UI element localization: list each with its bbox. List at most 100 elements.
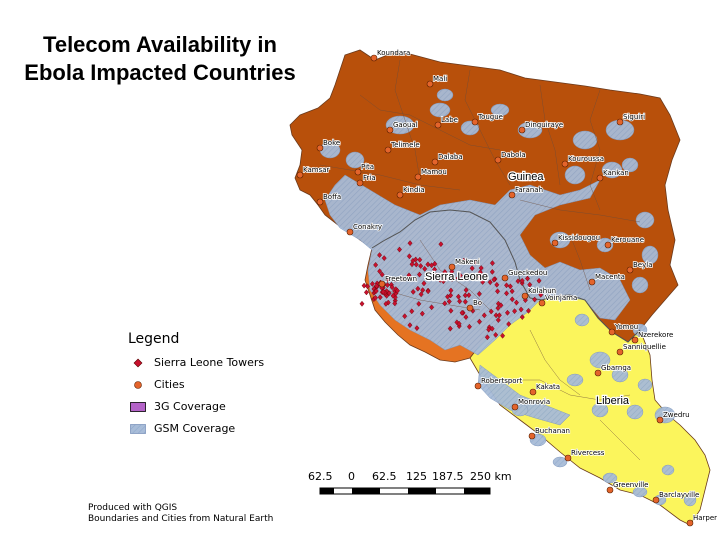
legend-heading: Legend — [128, 331, 180, 347]
tower-marker — [380, 288, 386, 295]
city-dot — [494, 156, 502, 164]
city-marker: Barclayville — [652, 490, 700, 504]
city-dot — [656, 416, 664, 424]
tower-marker — [422, 265, 428, 272]
city-label: Monrovia — [518, 398, 550, 406]
scale-bar — [319, 487, 491, 495]
tower-marker — [525, 275, 530, 282]
legend-item-label: 3G Coverage — [154, 400, 226, 413]
city-label: Kankan — [603, 169, 629, 177]
map-title-line-2: Ebola Impacted Countries — [24, 60, 296, 85]
city-marker: Fria — [356, 173, 376, 187]
tower-marker — [399, 275, 405, 282]
city-label: Kamsar — [303, 166, 330, 174]
tower-marker — [432, 266, 438, 273]
city-label: Kindia — [403, 186, 425, 194]
tower-marker — [477, 269, 483, 276]
tower-marker — [489, 325, 495, 332]
tower-marker — [487, 279, 493, 286]
tower-marker — [462, 298, 468, 305]
tower-marker — [373, 262, 379, 268]
legend-item-gsm: GSM Coverage — [128, 421, 264, 443]
city-dot — [354, 168, 362, 176]
city-label: Kakata — [536, 383, 560, 391]
city-marker: Freetown — [378, 274, 418, 288]
tower-marker — [505, 309, 510, 316]
tower-marker — [415, 285, 421, 292]
city-marker: Kamsar — [296, 165, 330, 179]
city-label: Kissidougou — [558, 234, 600, 242]
city-marker: Siguiri — [616, 112, 646, 126]
city-label: Gueckedou — [508, 269, 547, 277]
city-marker: Mali — [426, 74, 448, 88]
city-dot — [511, 403, 519, 411]
legend-item-label: Sierra Leone Towers — [154, 356, 265, 369]
tower-marker — [442, 300, 448, 307]
tower-marker — [495, 288, 501, 295]
city-marker: Kerouane — [604, 235, 645, 249]
tower-marker — [413, 256, 419, 263]
city-label: Mamou — [421, 168, 447, 176]
city-label: Boke — [323, 139, 340, 147]
city-dot — [686, 519, 694, 527]
city-label: Kerouane — [611, 236, 644, 244]
tower-marker — [417, 271, 422, 278]
tower-marker — [441, 276, 447, 283]
city-label: Dabola — [501, 151, 526, 159]
tower-marker — [438, 241, 444, 248]
city-dot — [606, 486, 614, 494]
scale-label: 62.5 — [372, 470, 397, 483]
tower-marker — [477, 300, 483, 307]
tower-marker — [409, 308, 415, 315]
city-dot — [616, 118, 624, 126]
city-marker: Harper — [686, 513, 718, 527]
city-marker: Makeni — [448, 257, 481, 271]
city-dot — [316, 198, 324, 206]
city-dot — [316, 144, 324, 152]
tower-marker — [413, 261, 419, 268]
tower-marker — [493, 332, 499, 338]
tower-marker — [402, 313, 408, 320]
city-dot — [538, 299, 546, 307]
legend-item-towers: Sierra Leone Towers — [128, 355, 264, 377]
tower-marker — [455, 293, 461, 300]
tower-marker — [448, 292, 454, 299]
city-marker: Gueckedou — [501, 268, 548, 282]
tower-marker — [447, 325, 453, 332]
city-dot — [528, 432, 536, 440]
city-label: Dinguiraye — [525, 121, 563, 129]
tower-marker — [504, 282, 510, 289]
legend-item-label: GSM Coverage — [154, 422, 236, 435]
city-label: Gbarnga — [601, 364, 631, 372]
city-marker: Pita — [354, 162, 375, 176]
tower-marker — [359, 300, 365, 307]
city-label: Barclayville — [659, 491, 699, 499]
tower-marker — [536, 277, 542, 284]
city-label: Buchanan — [535, 427, 570, 435]
tower-marker — [500, 332, 506, 339]
tower-marker — [429, 304, 435, 311]
circle-icon — [134, 381, 142, 389]
tower-marker — [449, 268, 455, 275]
city-dot — [431, 158, 439, 166]
tower-marker — [507, 283, 513, 290]
city-marker: Kankan — [596, 168, 630, 182]
city-dot — [596, 174, 604, 182]
city-marker: Zwedru — [656, 410, 690, 424]
city-marker: Greenville — [606, 480, 649, 494]
tower-marker — [373, 288, 379, 294]
city-label: Pita — [361, 163, 374, 171]
scale-label: 62.5 — [308, 470, 333, 483]
city-marker: Kouroussa — [561, 154, 605, 168]
city-marker: Rivercess — [564, 448, 606, 462]
tower-marker — [419, 310, 425, 317]
tower-marker — [475, 273, 481, 280]
city-dot — [356, 179, 364, 187]
tower-marker — [416, 300, 422, 307]
city-dot — [370, 54, 378, 62]
tower-marker — [519, 277, 525, 284]
city-dot — [414, 173, 422, 181]
city-label: Robertsport — [481, 377, 522, 385]
credit-line: Boundaries and Cities from Natural Earth — [88, 514, 274, 524]
tower-marker — [496, 312, 502, 319]
